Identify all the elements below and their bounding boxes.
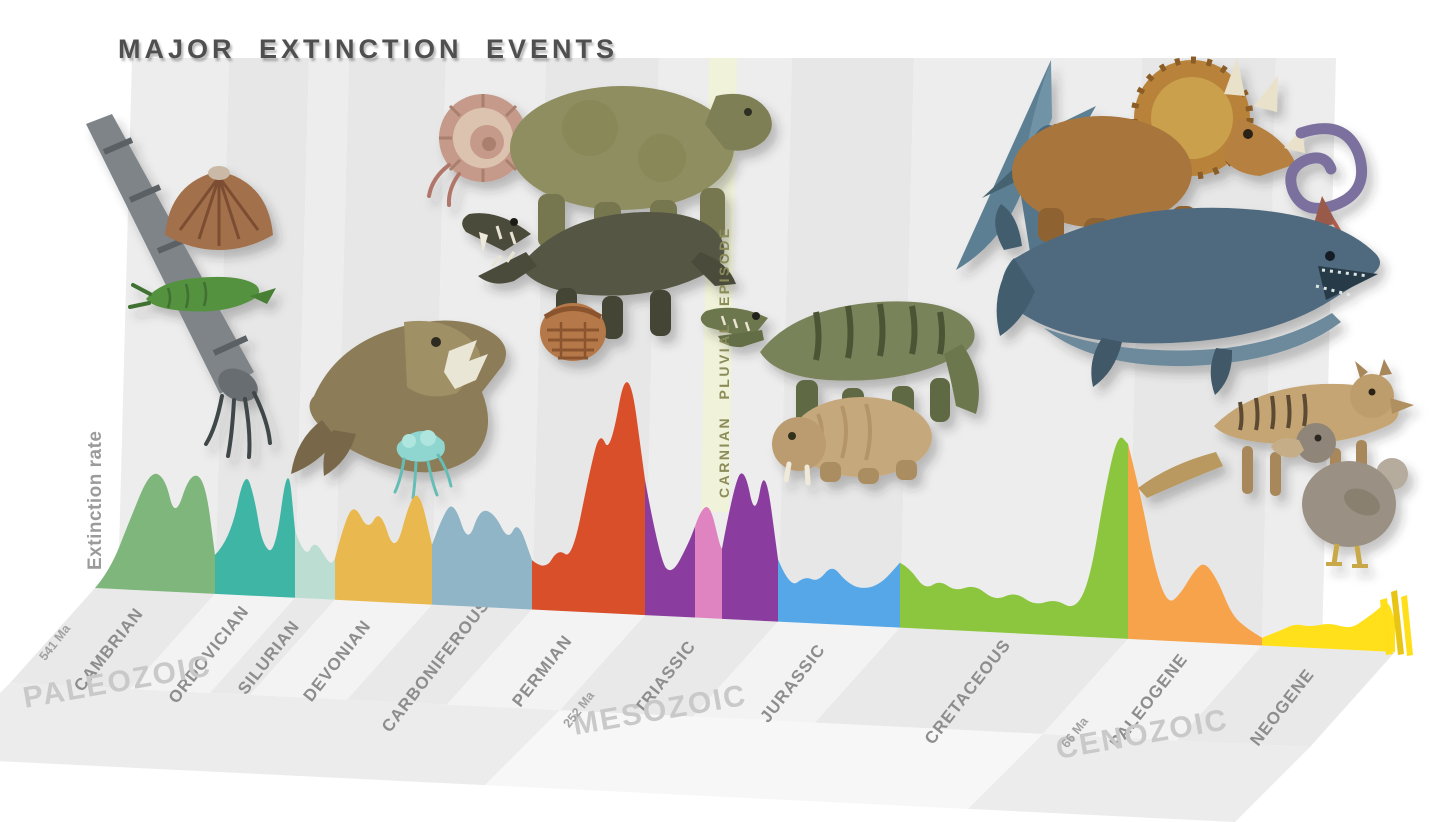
curve-segment-permian xyxy=(532,382,645,616)
floor-strip-triassic xyxy=(560,615,778,717)
y-axis-label: Extinction rate xyxy=(85,431,106,570)
rauisuchian-archosaur-illustration xyxy=(700,301,979,432)
mosasaur-illustration xyxy=(995,204,1381,395)
gorgonopsid-illustration xyxy=(462,211,736,339)
curve-segment-triassic-post-carnian xyxy=(722,473,778,622)
animal-illustrations xyxy=(86,56,1414,568)
dunkleosteus-fish-illustration xyxy=(291,320,506,476)
curve-segment-carnian-pluvial-episode xyxy=(695,506,722,619)
curve-segment-cretaceous xyxy=(900,437,1128,639)
floor-strip-cambrian xyxy=(10,588,215,689)
timeline-end-bars xyxy=(1380,590,1413,656)
floor-strip-carboniferous xyxy=(347,604,532,705)
floor-strip-ordovician xyxy=(130,593,295,693)
curve-segment-ordovician xyxy=(215,478,295,598)
curve-segment-jurassic xyxy=(778,559,900,628)
curve-segment-devonian xyxy=(335,495,432,605)
dodo-illustration xyxy=(1271,423,1408,568)
trilobite-illustration xyxy=(540,303,606,361)
era-slab-mesozoic xyxy=(485,710,1043,809)
lystrosaurus-illustration xyxy=(772,397,932,486)
extinction-rate-curve xyxy=(95,382,1395,652)
floor-strip-jurassic xyxy=(693,621,900,723)
era-slab-cenozoic xyxy=(968,733,1310,822)
floor-strip-paleogene xyxy=(1043,638,1262,741)
floor-strip-cretaceous xyxy=(815,627,1128,734)
curve-segment-paleogene xyxy=(1128,443,1262,646)
orthocone-nautiloid-illustration xyxy=(86,114,272,459)
page-title: MAJOR EXTINCTION EVENTS xyxy=(118,34,618,64)
era-slab-paleozoic xyxy=(0,683,560,786)
curve-segment-cambrian xyxy=(95,473,215,594)
floor-strip-permian xyxy=(447,609,645,711)
floor-strip-neogene xyxy=(1177,645,1395,747)
floor-strip-devonian xyxy=(250,599,432,700)
eurypterid-illustration xyxy=(128,276,276,312)
crinoid-jellyfish-illustration xyxy=(393,430,453,500)
curve-segment-triassic-pre-carnian xyxy=(645,479,695,618)
thylacine-illustration xyxy=(1138,359,1414,498)
brachiopod-shell-illustration xyxy=(165,166,273,250)
carnian-pluvial-label: CARNIAN PLUVIAL EPISODE xyxy=(716,226,732,498)
curve-segment-neogene xyxy=(1262,603,1395,652)
curve-segment-silurian xyxy=(295,530,335,600)
floor-strip-silurian xyxy=(210,597,335,695)
curve-segment-carboniferous xyxy=(432,506,532,610)
ammonite-illustration xyxy=(427,94,527,207)
